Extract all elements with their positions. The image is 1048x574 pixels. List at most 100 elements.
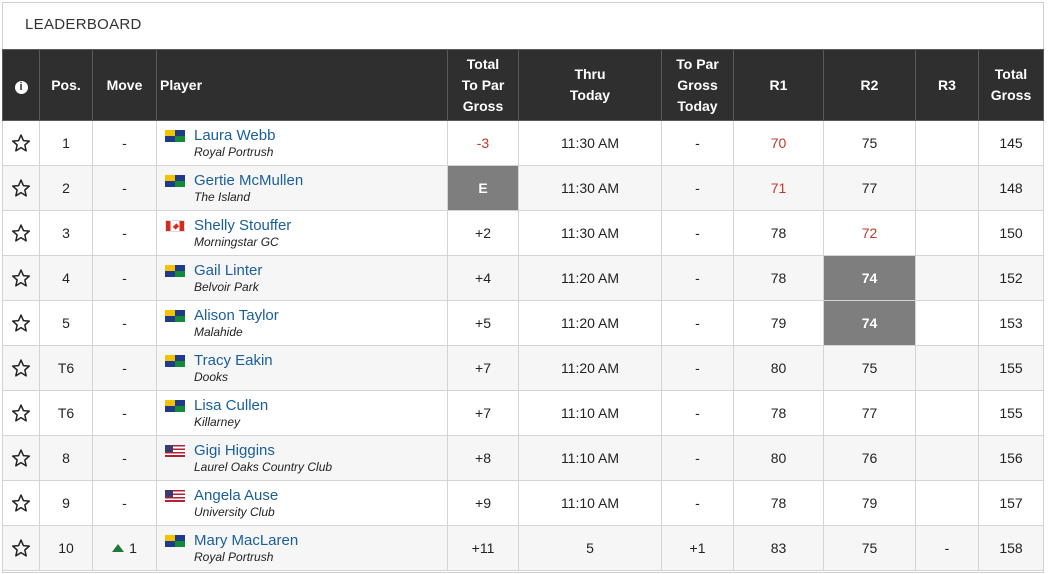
move-cell: 1: [92, 525, 157, 571]
move-value: -: [122, 180, 127, 196]
move-value: -: [122, 270, 127, 286]
star-icon[interactable]: [3, 493, 39, 513]
table-row[interactable]: 1- Laura Webb Royal Portrush -3 11:30 AM -70 7…: [2, 120, 1044, 166]
r2-cell: 75: [823, 345, 916, 391]
favorite-cell[interactable]: [2, 390, 40, 436]
favorite-cell[interactable]: [2, 525, 40, 571]
player-name-link[interactable]: Tracy Eakin: [194, 352, 273, 369]
r3-cell: [915, 165, 979, 211]
header-line: Thru: [574, 66, 606, 82]
star-icon[interactable]: [3, 268, 39, 288]
r3-cell: [915, 300, 979, 346]
r2-cell: 79: [823, 480, 916, 526]
ni-flag-icon: [165, 399, 185, 412]
header-line: Today: [677, 97, 718, 114]
player-name-link[interactable]: Shelly Stouffer: [194, 217, 292, 234]
player-header[interactable]: Player: [156, 49, 448, 121]
player-name-link[interactable]: Lisa Cullen: [194, 397, 269, 414]
r1-cell: 78: [733, 210, 824, 256]
ni-flag-icon: [165, 309, 185, 322]
to-par-gross-today-header[interactable]: To Par Gross Today: [661, 49, 734, 121]
total-to-par-gross-header[interactable]: Total To Par Gross: [447, 49, 519, 121]
favorite-cell[interactable]: [2, 255, 40, 301]
thru-today-cell: 11:20 AM: [518, 300, 662, 346]
star-icon[interactable]: [3, 313, 39, 333]
header-row: i Pos. Move Player Total To Par Gross Th…: [2, 49, 1044, 121]
favorite-cell[interactable]: [2, 480, 40, 526]
to-par-today-cell: -: [661, 480, 734, 526]
move-cell: -: [92, 210, 157, 256]
star-icon[interactable]: [3, 448, 39, 468]
player-name-link[interactable]: Laura Webb: [194, 127, 276, 144]
star-icon[interactable]: [3, 178, 39, 198]
table-row[interactable]: T6- Lisa Cullen Killarney +7 11:10 AM -78 77 15…: [2, 390, 1044, 436]
table-row[interactable]: 9- Angela Ause University Club +9 11:10 AM -7…: [2, 480, 1044, 526]
info-header[interactable]: i: [2, 49, 40, 121]
to-par-today-cell: -: [661, 435, 734, 481]
total-gross-cell: 155: [978, 390, 1044, 436]
move-cell: -: [92, 345, 157, 391]
r2-cell: 74: [823, 300, 916, 346]
r2-header[interactable]: R2: [823, 49, 916, 121]
table-row[interactable]: 5- Alison Taylor Malahide +5 11:20 AM -79 74 15…: [2, 300, 1044, 346]
table-row[interactable]: 2- Gertie McMullen The Island E 11:30 AM -71 7…: [2, 165, 1044, 211]
thru-today-cell: 11:20 AM: [518, 255, 662, 301]
r2-cell: 77: [823, 165, 916, 211]
move-value: 1: [129, 540, 137, 556]
star-icon[interactable]: [3, 133, 39, 153]
table-row[interactable]: T6- Tracy Eakin Dooks +7 11:20 AM -80 75 155: [2, 345, 1044, 391]
star-icon[interactable]: [3, 403, 39, 423]
favorite-cell[interactable]: [2, 210, 40, 256]
ni-flag-icon: [165, 174, 185, 187]
player-club: University Club: [194, 505, 275, 519]
r1-header[interactable]: R1: [733, 49, 824, 121]
star-icon[interactable]: [3, 538, 39, 558]
total-gross-cell: 153: [978, 300, 1044, 346]
thru-today-cell: 11:10 AM: [518, 435, 662, 481]
r1-cell: 78: [733, 255, 824, 301]
header-line: Gross: [990, 87, 1032, 103]
favorite-cell[interactable]: [2, 300, 40, 346]
player-name-link[interactable]: Alison Taylor: [194, 307, 279, 324]
favorite-cell[interactable]: [2, 435, 40, 481]
pos-cell: 1: [39, 120, 93, 166]
move-value: -: [122, 450, 127, 466]
to-par-today-cell: -: [661, 120, 734, 166]
total-to-par-cell: -3: [447, 120, 519, 166]
move-up-icon: [112, 544, 125, 552]
pos-cell: 5: [39, 300, 93, 346]
to-par-today-cell: -: [661, 300, 734, 346]
player-cell: Gail Linter Belvoir Park: [156, 255, 448, 301]
info-icon[interactable]: i: [14, 80, 28, 94]
table-row[interactable]: 4- Gail Linter Belvoir Park +4 11:20 AM -78 74…: [2, 255, 1044, 301]
player-name-link[interactable]: Mary MacLaren: [194, 532, 299, 549]
pos-header[interactable]: Pos.: [39, 49, 93, 121]
player-name-link[interactable]: Angela Ause: [194, 487, 279, 504]
star-icon[interactable]: [3, 223, 39, 243]
move-cell: -: [92, 300, 157, 346]
player-name-link[interactable]: Gigi Higgins: [194, 442, 275, 459]
player-name-link[interactable]: Gail Linter: [194, 262, 263, 279]
table-row[interactable]: 8- Gigi Higgins Laurel Oaks Country Club +8…: [2, 435, 1044, 481]
r3-header[interactable]: R3: [915, 49, 979, 121]
thru-today-header[interactable]: Thru Today: [518, 49, 662, 121]
to-par-today-cell: -: [661, 255, 734, 301]
total-gross-header[interactable]: Total Gross: [978, 49, 1044, 121]
header-line: To Par: [676, 55, 719, 72]
r2-cell: 75: [823, 525, 916, 571]
r2-cell: 74: [823, 255, 916, 301]
favorite-cell[interactable]: [2, 345, 40, 391]
player-cell: Mary MacLaren Royal Portrush: [156, 525, 448, 571]
move-header[interactable]: Move: [92, 49, 157, 121]
r1-cell: 78: [733, 480, 824, 526]
total-gross-cell: 145: [978, 120, 1044, 166]
player-name-link[interactable]: Gertie McMullen: [194, 172, 304, 189]
favorite-cell[interactable]: [2, 120, 40, 166]
table-row[interactable]: 3- Shelly Stouffer Morningstar GC +2 11:30 A…: [2, 210, 1044, 256]
player-club: Killarney: [194, 415, 241, 429]
total-to-par-cell: E: [447, 165, 519, 211]
table-row[interactable]: 10 1 Mary MacLaren Royal Portrush +11 5 +1 83 75…: [2, 525, 1044, 571]
star-icon[interactable]: [3, 358, 39, 378]
favorite-cell[interactable]: [2, 165, 40, 211]
total-gross-cell: 155: [978, 345, 1044, 391]
